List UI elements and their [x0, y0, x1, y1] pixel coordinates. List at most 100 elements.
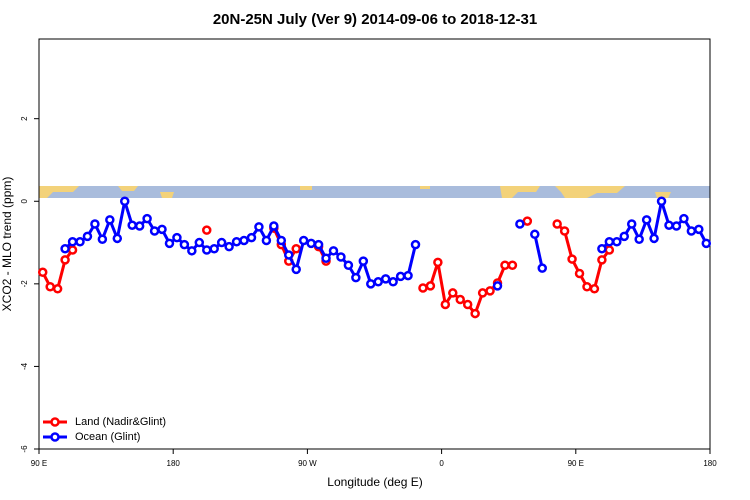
chart-title: 20N-25N July (Ver 9) 2014-09-06 to 2018-… — [213, 11, 537, 28]
legend-marker — [50, 417, 60, 427]
y-tick-label: -6 — [20, 445, 29, 453]
legend-label: Ocean (Glint) — [75, 431, 140, 443]
series-point — [224, 241, 234, 252]
series-point — [403, 270, 413, 281]
series-point — [291, 243, 301, 254]
series-point — [164, 238, 175, 249]
series-point — [37, 267, 48, 278]
series-point — [537, 263, 547, 273]
map-strip — [39, 186, 710, 198]
series-point — [209, 243, 219, 254]
series-point — [612, 236, 622, 247]
series-point — [67, 245, 78, 255]
series-point — [589, 284, 600, 294]
series-point — [254, 222, 264, 232]
series-point — [60, 243, 70, 254]
y-tick-label: 2 — [20, 116, 29, 121]
series-point — [328, 246, 339, 256]
series-point — [597, 255, 607, 265]
series-point — [694, 224, 704, 235]
series-point — [425, 281, 436, 291]
series-point — [634, 234, 644, 245]
series-point — [269, 221, 279, 231]
series-line — [533, 233, 544, 269]
series-point — [105, 215, 115, 225]
series-point — [366, 279, 376, 289]
series-point — [686, 226, 697, 236]
series-point — [336, 252, 346, 262]
series-point — [604, 236, 615, 247]
x-tick-label: 180 — [167, 459, 181, 468]
x-axis-label: Longitude (deg E) — [327, 475, 422, 489]
series-point — [172, 232, 182, 243]
y-tick-label: -4 — [20, 362, 29, 370]
series-point — [112, 233, 123, 244]
y-tick-label: -2 — [20, 280, 29, 288]
series-point — [67, 236, 78, 247]
series-point — [522, 216, 533, 226]
series-point — [291, 264, 301, 275]
legend-marker — [50, 432, 60, 442]
x-tick-label: 180 — [703, 459, 717, 468]
series-point — [306, 238, 316, 249]
series-point — [604, 245, 615, 255]
series-point — [75, 236, 85, 247]
series-point — [485, 286, 495, 296]
series-point — [410, 239, 421, 250]
series-point — [298, 235, 309, 246]
series-point — [276, 235, 287, 246]
series-point — [448, 288, 458, 298]
x-tick-label: 0 — [439, 459, 444, 468]
series-point — [82, 231, 93, 242]
series-point — [187, 246, 197, 256]
series-point — [582, 281, 592, 292]
series-point — [515, 219, 525, 229]
series-point — [626, 219, 637, 229]
series-point — [507, 260, 518, 271]
series-point — [60, 255, 70, 265]
series-point — [440, 299, 451, 310]
x-tick-label: 90 E — [568, 459, 584, 468]
series-point — [231, 236, 242, 247]
series-point — [343, 260, 354, 271]
series-point — [246, 232, 257, 243]
series-point — [239, 235, 249, 246]
legend-label: Land (Nadir&Glint) — [75, 416, 166, 428]
series-point — [671, 221, 682, 231]
series-point — [142, 213, 152, 224]
series-point — [157, 224, 167, 235]
series-point — [455, 294, 465, 305]
series-point — [470, 308, 480, 319]
series-point — [134, 221, 145, 231]
series-point — [492, 281, 503, 291]
series-point — [641, 215, 652, 225]
series-point — [418, 283, 428, 293]
series-point — [530, 229, 540, 240]
series-point — [149, 226, 160, 236]
x-tick-label: 90 W — [298, 459, 317, 468]
series-point — [202, 225, 212, 235]
series-point — [559, 226, 570, 236]
series-point — [395, 271, 406, 282]
series-point — [127, 220, 137, 230]
series-point — [380, 274, 391, 284]
series-point — [284, 250, 294, 260]
series-point — [45, 281, 55, 292]
series-point — [202, 245, 212, 255]
series-point — [358, 256, 369, 266]
series-line — [556, 222, 611, 291]
series-point — [52, 284, 63, 294]
series-point — [679, 213, 689, 224]
y-tick-label: 0 — [20, 198, 29, 203]
series-point — [500, 260, 510, 271]
series-point — [567, 254, 577, 264]
y-axis-label: XCO2 - MLO trend (ppm) — [0, 177, 14, 312]
series-point — [90, 219, 100, 229]
series-point — [179, 239, 190, 250]
series-point — [574, 268, 585, 279]
series-point — [388, 277, 398, 287]
series-point — [321, 253, 331, 263]
series-point — [477, 288, 488, 298]
